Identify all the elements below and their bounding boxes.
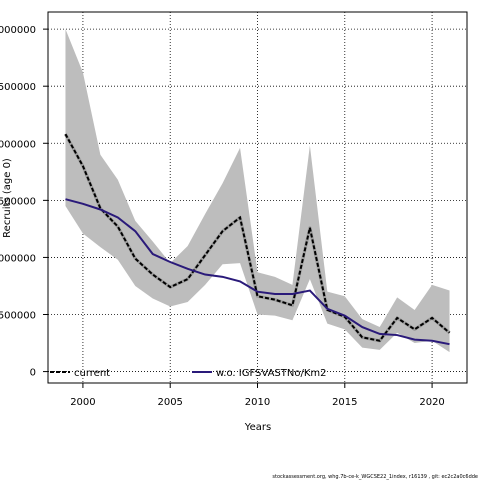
x-tick-label-0: 2000 <box>70 397 95 408</box>
footer-credit: stockassessment.org, whg.7b-ce-k_WGCSE22… <box>272 474 478 480</box>
y-axis-title: Recruits (age 0) <box>2 158 13 238</box>
y-tick-label-3: 1500000 <box>0 196 36 207</box>
series-line-0 <box>64 133 451 342</box>
x-tick-label-2: 2010 <box>245 397 270 408</box>
confidence-band-layer <box>65 29 450 353</box>
y-tick-label-5: 2500000 <box>0 82 36 93</box>
y-tick-label-2: 1000000 <box>0 253 36 264</box>
legend-label-1: w.o. IGFSVASTNo/Km2 <box>216 368 327 379</box>
x-tick-label-3: 2015 <box>332 397 357 408</box>
y-tick-label-6: 3000000 <box>0 25 36 36</box>
y-tick-label-4: 2000000 <box>0 139 36 150</box>
series-line-1 <box>65 198 450 346</box>
x-tick-label-1: 2005 <box>157 397 182 408</box>
x-tick-label-4: 2020 <box>419 397 444 408</box>
legend: current w.o. IGFSVASTNo/Km2 <box>50 368 327 379</box>
x-axis: 2000 2005 2010 2015 2020 <box>70 383 445 408</box>
series-layer <box>64 133 451 346</box>
y-tick-label-0: 0 <box>30 368 36 379</box>
y-tick-label-1: 500000 <box>0 311 36 322</box>
confidence-band <box>65 29 450 353</box>
legend-label-0: current <box>74 368 110 379</box>
x-axis-title: Years <box>244 422 271 433</box>
y-axis: 0 500000 1000000 1500000 2000000 2500000 30000… <box>0 25 48 379</box>
